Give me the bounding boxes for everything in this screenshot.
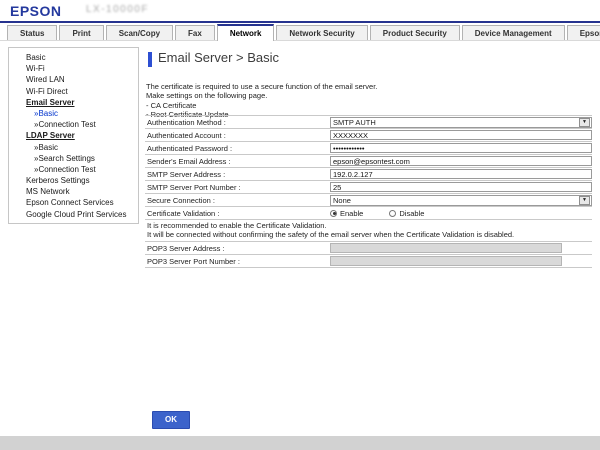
header-divider	[0, 21, 600, 23]
sidebar-item-wi-fi[interactable]: Wi-Fi	[26, 64, 45, 74]
sidebar-item-epson-connect-services[interactable]: Epson Connect Services	[26, 198, 114, 208]
printer-model: LX-10000F	[86, 4, 149, 15]
dropdown-arrow-icon[interactable]: ▼	[579, 195, 590, 205]
tab-scan-copy[interactable]: Scan/Copy	[105, 25, 174, 40]
note-line: It will be connected without confirming …	[147, 229, 515, 239]
form-row: SMTP Server Port Number :	[145, 181, 592, 194]
radio-icon	[389, 209, 397, 217]
sidebar-item-basic[interactable]: Basic	[26, 53, 46, 62]
form-row: SMTP Server Address :	[145, 168, 592, 181]
sidebar-item-ms-network[interactable]: MS Network	[26, 187, 70, 197]
title-accent-bar	[148, 52, 152, 67]
field-label: Sender's Email Address :	[147, 156, 231, 166]
tab-fax[interactable]: Fax	[175, 25, 215, 40]
field-label: Authentication Method :	[147, 117, 226, 127]
smtp-server-address-input[interactable]	[330, 169, 592, 179]
form-rows-bottom: POP3 Server Address : POP3 Server Port Nu…	[145, 241, 592, 269]
field-label: Authenticated Password :	[147, 143, 233, 153]
certificate-validation-note: It is recommended to enable the Certific…	[145, 220, 592, 241]
certificate-validation-radio-group: Enable Disable	[330, 209, 424, 218]
form-row: Authentication Method : SMTP AUTH ▼	[145, 116, 592, 129]
field-value	[330, 182, 592, 192]
field-value	[330, 169, 592, 179]
form-row: Authenticated Password :	[145, 142, 592, 155]
secure-connection-select[interactable]: None ▼	[330, 194, 592, 206]
sidebar-item-wired-lan[interactable]: Wired LAN	[26, 75, 65, 85]
tab-network-security[interactable]: Network Security	[276, 25, 368, 40]
tab-device-management[interactable]: Device Management	[461, 25, 565, 40]
radio-icon	[330, 209, 337, 217]
ok-button[interactable]: OK	[152, 411, 190, 429]
field-value	[330, 156, 592, 166]
tab-print[interactable]: Print	[59, 25, 104, 40]
tab-product-security[interactable]: Product Security	[369, 25, 460, 40]
smtp-server-port-number-input[interactable]	[330, 182, 592, 192]
description-line: - CA Certificate	[146, 100, 197, 110]
sidebar-item-email-server-connection-test[interactable]: »Connection Test	[34, 120, 96, 130]
field-value	[330, 243, 592, 254]
form-rows-top: Authentication Method : SMTP AUTH ▼ Authent…	[145, 116, 592, 220]
certificate-validation-disable-radio[interactable]: Disable	[389, 209, 424, 218]
senders-email-address-input[interactable]	[330, 156, 592, 166]
field-value: Enable Disable	[330, 209, 592, 218]
form-row: Sender's Email Address :	[145, 155, 592, 168]
tab-epson-open-platform[interactable]: Epson Open Platform	[566, 25, 600, 40]
authenticated-account-input[interactable]	[330, 130, 592, 140]
sidebar-item-google-cloud-print-services[interactable]: Google Cloud Print Services	[26, 209, 127, 219]
form-row: Certificate Validation : Enable Disable	[145, 207, 592, 220]
form-row: POP3 Server Port Number :	[145, 255, 592, 269]
note-line: It is recommended to enable the Certific…	[147, 221, 327, 230]
field-label: POP3 Server Address :	[147, 243, 225, 253]
tab-status[interactable]: Status	[7, 25, 58, 40]
description-line: Make settings on the following page.	[146, 91, 268, 101]
epson-logo: EPSON	[10, 3, 62, 19]
field-label: SMTP Server Address :	[147, 169, 226, 179]
tab-bar: Status Print Scan/Copy Fax Network Network Se…	[0, 24, 600, 41]
field-value: None ▼	[330, 194, 592, 206]
description-line: The certificate is required to use a sec…	[146, 82, 378, 91]
sidebar-item-wi-fi-direct[interactable]: Wi-Fi Direct	[26, 86, 68, 96]
certificate-validation-enable-radio[interactable]: Enable	[330, 209, 363, 218]
pop3-server-address-input	[330, 243, 562, 254]
sidebar-item-ldap-server-search-settings[interactable]: »Search Settings	[34, 153, 95, 163]
selected-option: None	[333, 195, 351, 205]
sidebar-item-kerberos-settings[interactable]: Kerberos Settings	[26, 176, 90, 186]
form-row: Secure Connection : None ▼	[145, 194, 592, 207]
sidebar-item-email-server[interactable]: Email Server	[26, 97, 75, 107]
sidebar-item-ldap-server-basic[interactable]: »Basic	[34, 142, 59, 152]
tab-network[interactable]: Network	[216, 24, 275, 41]
page-description: The certificate is required to use a sec…	[146, 82, 377, 119]
description-line: - Root Certificate Update	[146, 109, 229, 119]
field-value	[330, 130, 592, 140]
authentication-method-select[interactable]: SMTP AUTH ▼	[330, 116, 592, 128]
form-row: Authenticated Account :	[145, 129, 592, 142]
authenticated-password-input[interactable]	[330, 143, 592, 153]
field-label: POP3 Server Port Number :	[147, 256, 240, 266]
sidebar-item-ldap-server-connection-test[interactable]: »Connection Test	[34, 164, 96, 174]
pop3-server-port-number-input	[330, 256, 562, 267]
sidebar-nav: Basic Wi-Fi Wired LAN Wi-Fi Direct Email Ser…	[8, 47, 139, 224]
field-value	[330, 256, 592, 267]
form-row: POP3 Server Address :	[145, 242, 592, 256]
field-label: Authenticated Account :	[147, 130, 226, 140]
field-label: SMTP Server Port Number :	[147, 182, 241, 192]
page-title: Email Server > Basic	[158, 50, 280, 65]
field-value: SMTP AUTH ▼	[330, 116, 592, 128]
field-value	[330, 143, 592, 153]
dropdown-arrow-icon[interactable]: ▼	[579, 117, 590, 127]
sidebar-item-email-server-basic[interactable]: »Basic	[34, 108, 59, 118]
field-label: Secure Connection :	[147, 195, 215, 205]
sidebar-item-ldap-server[interactable]: LDAP Server	[26, 131, 75, 141]
field-label: Certificate Validation :	[147, 208, 220, 218]
email-server-form: Authentication Method : SMTP AUTH ▼ Authent…	[145, 115, 592, 269]
selected-option: SMTP AUTH	[333, 117, 376, 127]
